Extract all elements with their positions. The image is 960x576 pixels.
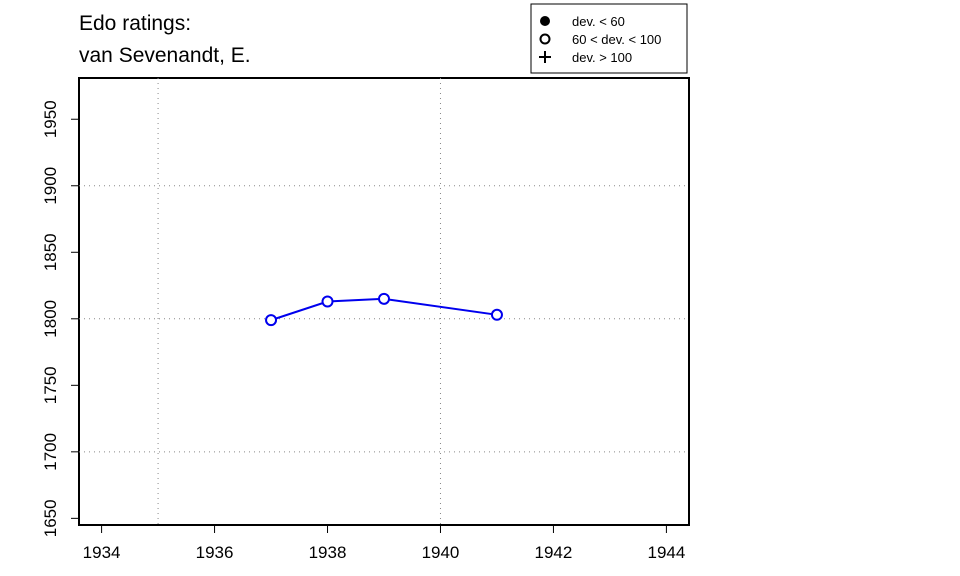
legend-label: dev. > 100 <box>572 50 632 65</box>
point <box>321 295 334 308</box>
chart-subtitle: van Sevenandt, E. <box>79 44 251 67</box>
y-tick-label: 1750 <box>41 366 60 404</box>
chart-title: Edo ratings: <box>79 12 191 35</box>
x-tick-label: 1936 <box>196 543 234 562</box>
y-tick-label: 1950 <box>41 100 60 138</box>
point <box>265 314 278 327</box>
point <box>378 292 390 305</box>
x-tick-label: 1934 <box>83 543 121 562</box>
y-tick-label: 1650 <box>41 499 60 537</box>
point <box>490 308 503 321</box>
x-tick-label: 1942 <box>535 543 573 562</box>
x-tick-label: 1938 <box>309 543 347 562</box>
y-tick-label: 1850 <box>41 233 60 271</box>
legend-symbol <box>540 16 550 26</box>
x-tick-label: 1940 <box>422 543 460 562</box>
legend-label: dev. < 60 <box>572 14 625 29</box>
y-tick-label: 1900 <box>41 167 60 205</box>
series-line <box>270 297 498 322</box>
plot-frame <box>78 77 690 526</box>
legend-label: 60 < dev. < 100 <box>572 32 661 47</box>
legend-box <box>530 3 688 74</box>
y-tick-label: 1700 <box>41 433 60 471</box>
x-tick-label: 1944 <box>647 543 685 562</box>
legend-symbol <box>539 33 551 45</box>
y-tick-label: 1800 <box>41 300 60 338</box>
